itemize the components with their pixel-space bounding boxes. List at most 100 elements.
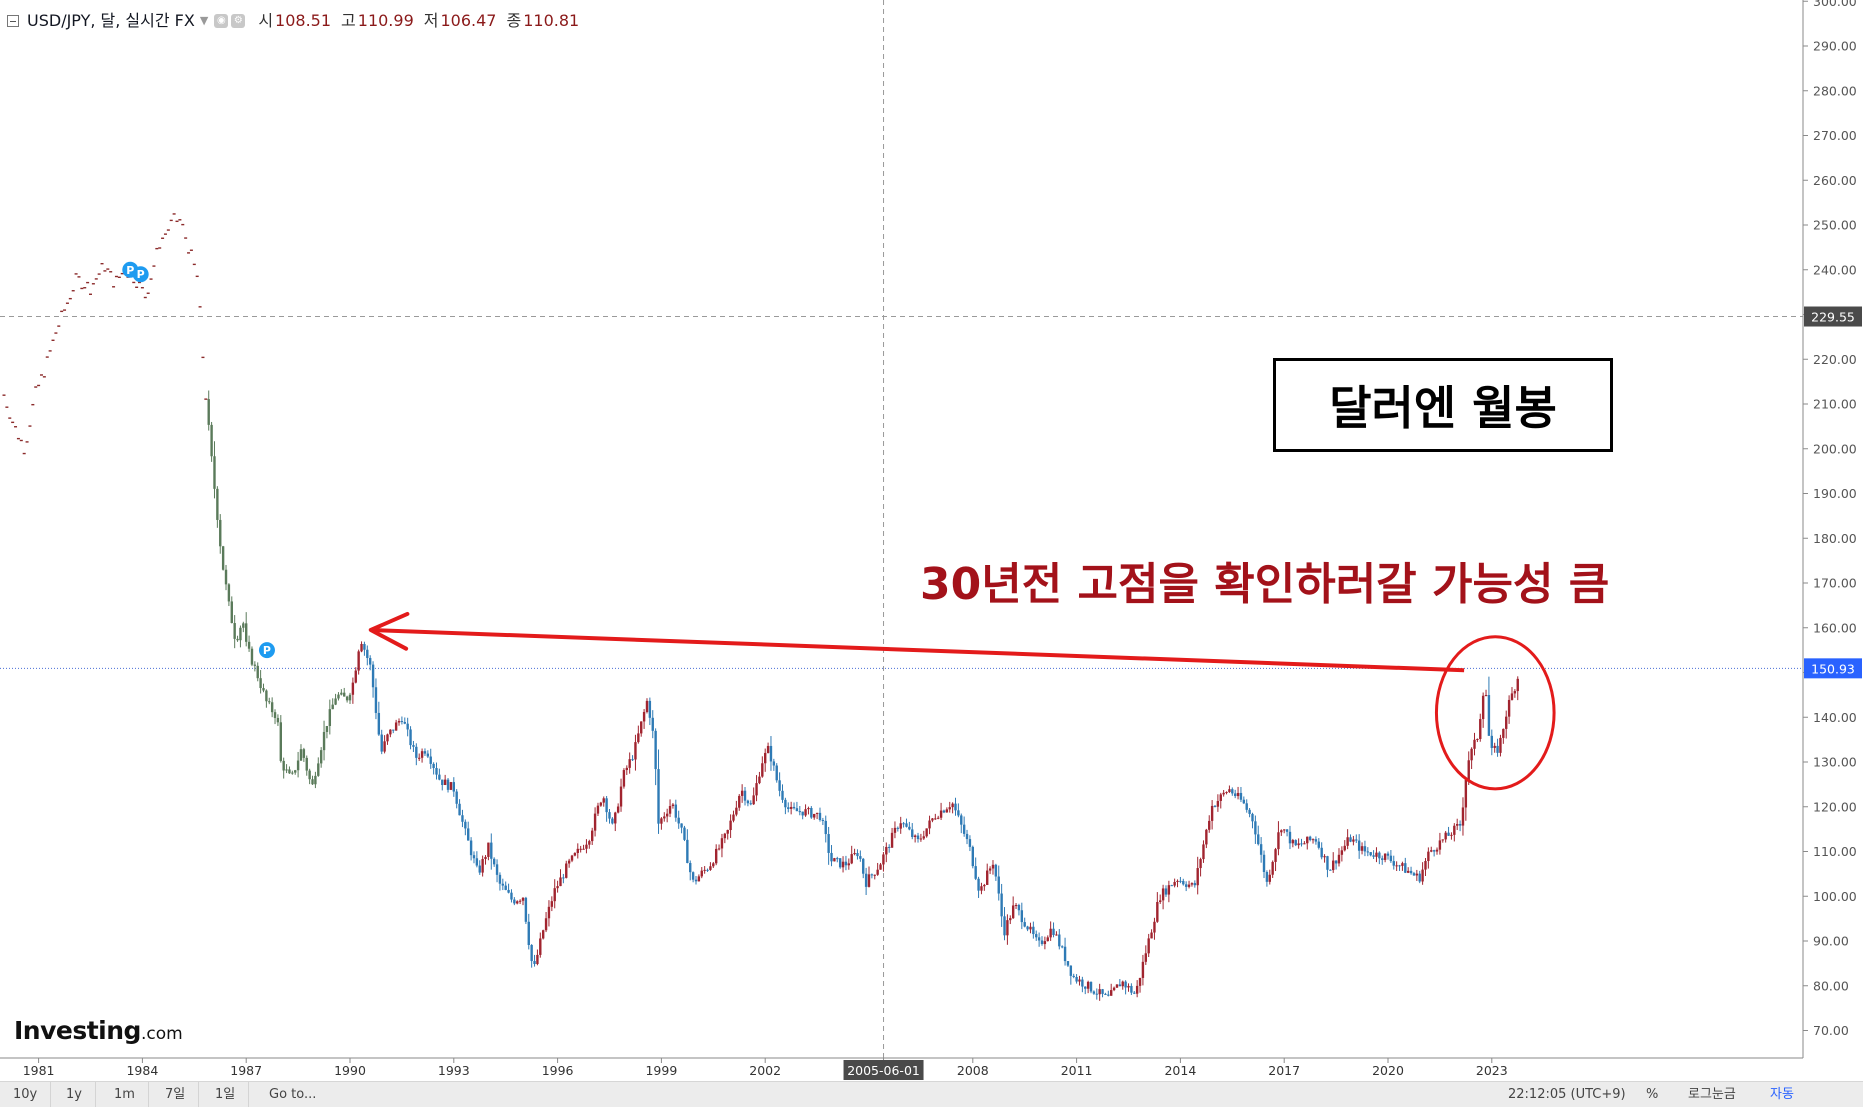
candle-body [1239, 792, 1243, 800]
candle-body [856, 853, 859, 857]
candle-380 [1098, 983, 1101, 1001]
candle-400 [1156, 892, 1159, 923]
crosshair-date-label: 2005-06-01 [847, 1063, 920, 1078]
price-tick-label-13: 200.00 [1813, 441, 1857, 456]
event-marker-1[interactable] [132, 266, 149, 283]
candle-body [723, 833, 727, 839]
candle-250 [723, 832, 727, 844]
candle-body [530, 944, 533, 962]
candle-body [1026, 926, 1029, 930]
candle-405 [1170, 884, 1173, 887]
event-marker-2[interactable] [258, 642, 275, 659]
candle-body [905, 823, 908, 827]
candle-body [516, 901, 519, 904]
goto-button[interactable]: Go to... [269, 1087, 317, 1102]
candle-body [1352, 839, 1355, 842]
candle-body [660, 818, 663, 824]
candle-338 [977, 876, 980, 898]
candle-140 [406, 717, 409, 737]
candle-274 [792, 802, 796, 810]
candle-body [539, 938, 542, 955]
candle-478 [1381, 855, 1384, 865]
candle-101 [294, 769, 297, 775]
candle-body [1421, 869, 1424, 882]
candle-369 [1066, 961, 1070, 967]
candle-body [230, 601, 233, 624]
candle-body [1075, 976, 1078, 982]
candle-126 [366, 645, 369, 666]
range-10y-button[interactable]: 10y [0, 1082, 52, 1107]
symbol-name[interactable]: USD/JPY, 달, 실시간 FX [27, 11, 195, 30]
candle-body [1153, 921, 1156, 933]
candle-395 [1141, 954, 1145, 986]
candle-body [1438, 840, 1442, 850]
candle-419 [1210, 800, 1214, 830]
candle-78 [227, 583, 231, 607]
candle-body [1254, 821, 1257, 835]
candle-163 [472, 851, 476, 864]
range-1y-button[interactable]: 1y [53, 1082, 96, 1107]
candle-223 [645, 698, 649, 714]
candle-86 [250, 646, 254, 667]
candle-246 [712, 861, 715, 869]
candle-422 [1219, 792, 1222, 809]
percent-toggle[interactable]: % [1646, 1087, 1659, 1102]
log-scale-toggle[interactable]: 로그눈금 [1688, 1087, 1736, 1102]
candle-401 [1159, 894, 1162, 904]
candle-body [1461, 807, 1465, 826]
candle-body [948, 807, 951, 810]
gear-icon[interactable]: ⚙ [231, 14, 246, 28]
candle-body [916, 835, 920, 840]
candle-177 [513, 897, 516, 906]
candle-body [1311, 839, 1315, 841]
candle-body [386, 734, 389, 742]
candle-332 [960, 813, 963, 834]
candle-body [931, 818, 934, 821]
candle-body [541, 930, 545, 939]
candle-body [380, 734, 383, 752]
range-7d-button[interactable]: 7일 [152, 1082, 200, 1107]
candle-324 [937, 815, 940, 820]
candle-355 [1026, 925, 1029, 932]
collapse-icon[interactable] [7, 15, 19, 27]
candle-body [1058, 934, 1061, 947]
candle-body [746, 800, 750, 804]
candle-body [720, 838, 724, 849]
eye-icon[interactable]: ◉ [214, 14, 229, 28]
candle-403 [1164, 885, 1168, 897]
candle-340 [983, 883, 986, 891]
candle-206 [596, 802, 600, 817]
candle-149 [432, 762, 435, 775]
chevron-down-icon[interactable]: ▼ [199, 14, 209, 27]
range-1d-button[interactable]: 1일 [202, 1082, 250, 1107]
price-tick-label-18: 250.00 [1813, 218, 1857, 233]
price-tick-label-1: 80.00 [1813, 978, 1849, 993]
candle-body [1332, 860, 1335, 871]
candle-273 [789, 801, 793, 815]
candle-200 [579, 845, 582, 853]
candle-body [1231, 789, 1234, 794]
candle-513 [1481, 692, 1485, 728]
candle-body [862, 858, 865, 874]
candle-404 [1167, 880, 1171, 903]
candle-415 [1199, 857, 1202, 877]
candle-body [968, 839, 972, 847]
candle-311 [899, 816, 902, 834]
candle-body [755, 783, 758, 796]
candle-489 [1412, 871, 1416, 876]
auto-scale-toggle[interactable]: 자동 [1770, 1087, 1794, 1102]
candle-184 [533, 954, 536, 967]
candle-body [1202, 844, 1205, 860]
price-axis-bg[interactable] [1803, 0, 1863, 1058]
candle-258 [746, 799, 750, 807]
candle-body [1378, 852, 1381, 859]
candle-body [305, 757, 308, 771]
range-1m-button[interactable]: 1m [101, 1082, 149, 1107]
candle-body [1409, 870, 1413, 874]
candle-319 [922, 830, 925, 840]
arrow-shaft [370, 627, 1465, 673]
candle-497 [1435, 847, 1439, 855]
candle-body [712, 863, 715, 867]
candle-312 [902, 821, 905, 828]
